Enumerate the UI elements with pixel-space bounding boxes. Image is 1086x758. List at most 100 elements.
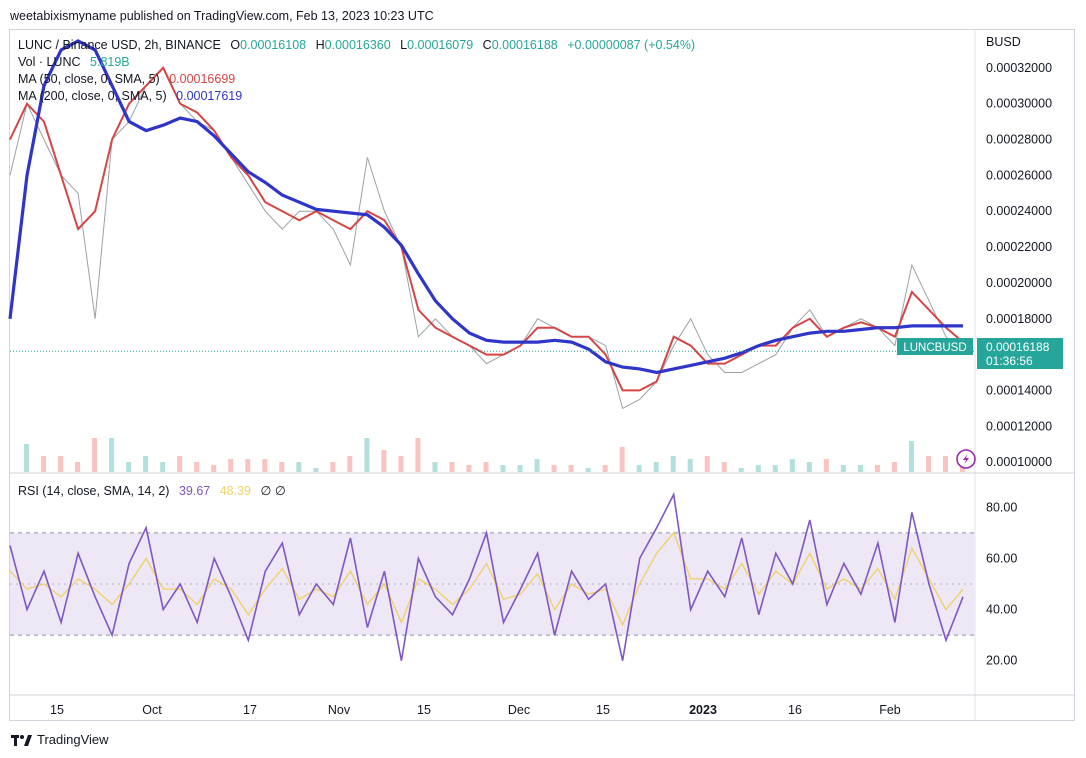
time-tick-2: 17 (243, 703, 257, 717)
time-tick-0: 15 (50, 703, 64, 717)
volume-bar-11 (194, 462, 200, 472)
volume-bar-20 (347, 456, 353, 472)
price-tick-1: 0.00030000 (986, 97, 1052, 111)
volume-bar-39 (670, 456, 676, 472)
volume-bar-14 (245, 459, 251, 472)
time-tick-1: Oct (142, 703, 162, 717)
symbol-badge-text: LUNCBUSD (903, 342, 966, 354)
legend-line-1: LUNC / Binance USD, 2h, BINANCE O0.00016… (18, 38, 695, 52)
price-axis-unit: BUSD (986, 35, 1021, 49)
volume-bar-8 (143, 456, 149, 472)
volume-bar-53 (908, 441, 914, 472)
price-badge (977, 338, 1063, 369)
volume-bar-1 (24, 444, 30, 472)
volume-bar-27 (466, 465, 472, 472)
price-badge-countdown: 01:36:56 (986, 354, 1033, 368)
legend-high-key: H (316, 38, 325, 52)
volume-bar-29 (500, 465, 506, 472)
price-tick-6: 0.00020000 (986, 276, 1052, 290)
time-tick-7: 2023 (689, 703, 717, 717)
legend-volume: Vol · LUNC 5.819B (18, 55, 130, 69)
volume-bar-19 (330, 462, 336, 472)
volume-bar-5 (92, 438, 98, 472)
chart-frame (9, 29, 1075, 721)
volume-bar-31 (534, 459, 540, 472)
price-tick-3: 0.00026000 (986, 168, 1052, 182)
volume-bar-42 (721, 462, 727, 472)
price-tick-2: 0.00028000 (986, 133, 1052, 147)
lightning-icon[interactable] (956, 449, 976, 469)
legend-volume-label: Vol · LUNC (18, 55, 81, 69)
rsi-tick-0: 80.00 (986, 500, 1017, 514)
price-tick-9: 0.00012000 (986, 419, 1052, 433)
volume-bar-7 (126, 462, 132, 472)
legend-ma50-value: 0.00016699 (169, 72, 235, 86)
footer: TradingView (11, 732, 109, 747)
legend: LUNC / Binance USD, 2h, BINANCE O0.00016… (18, 38, 695, 498)
tradingview-logo-icon (11, 734, 32, 746)
last-price-label: LUNCBUSD 0.00016188 01:36:56 (897, 338, 1063, 369)
legend-rsi-label: RSI (14, close, SMA, 14, 2) (18, 484, 169, 498)
volume-bar-25 (432, 462, 438, 472)
volume-bar-47 (806, 462, 812, 472)
rsi-tick-1: 60.00 (986, 551, 1017, 565)
rsi-line (9, 491, 964, 661)
volume-bar-16 (279, 462, 285, 472)
price-tick-7: 0.00018000 (986, 312, 1052, 326)
legend-close-value: 0.00016188 (492, 38, 558, 52)
volume-bar-13 (228, 459, 234, 472)
volume-bar-38 (653, 462, 659, 472)
volume-bar-37 (636, 465, 642, 472)
legend-ma200: MA (200, close, 0, SMA, 5) 0.00017619 (18, 89, 242, 103)
volume-bar-22 (381, 450, 387, 472)
volume-bar-40 (687, 459, 693, 472)
volume-bar-9 (160, 462, 166, 472)
publish-line: weetabixismyname published on TradingVie… (10, 9, 434, 23)
volume-bar-50 (857, 465, 863, 472)
footer-brand: TradingView (37, 732, 109, 747)
legend-ma50: MA (50, close, 0, SMA, 5) 0.00016699 (18, 72, 235, 86)
rsi-tick-3: 20.00 (986, 654, 1017, 668)
time-tick-9: Feb (879, 703, 901, 717)
legend-change: +0.00000087 (+0.54%) (567, 38, 695, 52)
volume-bar-12 (211, 465, 217, 472)
volume-bar-4 (75, 462, 81, 472)
legend-low-key: L (400, 38, 407, 52)
volume-bar-44 (755, 465, 761, 472)
ma50-line (9, 66, 964, 392)
price-series (8, 39, 964, 410)
price-line (9, 66, 964, 410)
volume-bar-35 (602, 465, 608, 472)
volume-bar-21 (364, 438, 370, 472)
time-tick-6: 15 (596, 703, 610, 717)
rsi-tick-2: 40.00 (986, 603, 1017, 617)
volume-bar-2 (41, 456, 47, 472)
volume-bars (24, 438, 965, 472)
volume-bar-36 (619, 447, 625, 472)
volume-bar-49 (840, 465, 846, 472)
time-tick-5: Dec (508, 703, 530, 717)
time-tick-8: 16 (788, 703, 802, 717)
volume-bar-46 (789, 459, 795, 472)
legend-rsi-ma-value: 48.39 (220, 484, 251, 498)
time-tick-4: 15 (417, 703, 431, 717)
legend-rsi: RSI (14, close, SMA, 14, 2) 39.67 48.39 … (18, 484, 286, 498)
legend-low-value: 0.00016079 (407, 38, 473, 52)
legend-ma200-value: 0.00017619 (176, 89, 242, 103)
volume-bar-48 (823, 459, 829, 472)
price-tick-8: 0.00014000 (986, 383, 1052, 397)
volume-bar-28 (483, 462, 489, 472)
volume-bar-24 (415, 438, 421, 472)
volume-bar-43 (738, 468, 744, 472)
legend-rsi-extra: ∅ ∅ (260, 484, 285, 498)
volume-bar-10 (177, 456, 183, 472)
volume-bar-32 (551, 465, 557, 472)
volume-bar-33 (568, 465, 574, 472)
legend-volume-value: 5.819B (90, 55, 130, 69)
legend-open-value: 0.00016108 (240, 38, 306, 52)
time-tick-3: Nov (328, 703, 351, 717)
volume-bar-51 (874, 465, 880, 472)
legend-ma50-label: MA (50, close, 0, SMA, 5) (18, 72, 160, 86)
legend-high-value: 0.00016360 (325, 38, 391, 52)
